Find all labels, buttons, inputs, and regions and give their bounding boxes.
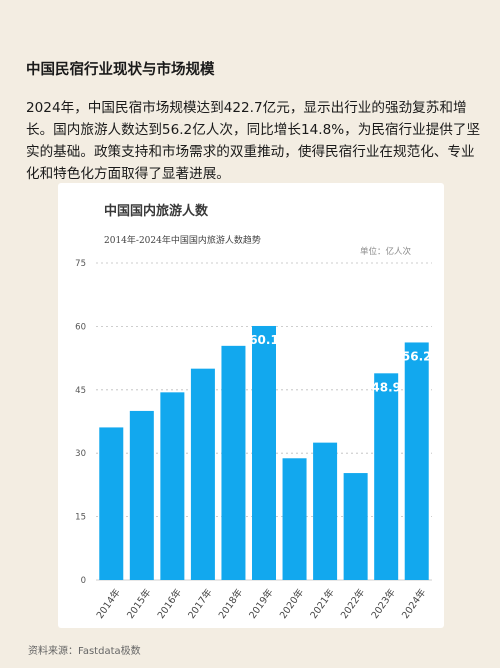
bar (190, 368, 215, 580)
x-tick-label: 2023年 (369, 586, 398, 621)
article-paragraph: 2024年，中国民宿市场规模达到422.7亿元，显示出行业的强劲复苏和增长。国内… (26, 100, 481, 182)
bar-data-label: 56.2 (402, 349, 432, 363)
chart-subtitle: 2014年-2024年中国国内旅游人数趋势 (104, 236, 261, 246)
bar (221, 345, 246, 580)
x-tick-label: 2014年 (94, 586, 123, 621)
bar (374, 373, 399, 580)
x-tick-label: 2015年 (124, 586, 153, 621)
bar (404, 342, 429, 580)
chart-title: 中国国内旅游人数 (104, 204, 209, 219)
y-tick-label: 75 (75, 259, 86, 269)
y-tick-label: 30 (75, 449, 86, 459)
x-tick-label: 2024年 (399, 586, 428, 621)
x-tick-label: 2017年 (185, 586, 214, 621)
bar (99, 427, 124, 580)
x-tick-label: 2021年 (308, 586, 337, 621)
x-tick-label: 2018年 (216, 586, 245, 621)
chart-unit-label: 单位：亿人次 (360, 247, 412, 257)
bar (313, 442, 338, 580)
y-tick-label: 45 (75, 386, 86, 396)
y-tick-label: 15 (75, 513, 86, 523)
x-tick-label: 2016年 (155, 586, 184, 621)
source-note: 资料来源：Fastdata极数 (28, 646, 141, 657)
article-title: 中国民宿行业现状与市场规模 (26, 62, 215, 78)
bar (252, 325, 276, 580)
x-tick-label: 2019年 (247, 586, 276, 621)
bar (343, 473, 368, 580)
x-tick-label: 2022年 (338, 586, 367, 621)
y-tick-label: 60 (75, 322, 86, 332)
y-tick-label: 0 (81, 576, 86, 586)
bar-data-label: 60.1 (249, 333, 279, 347)
bar (129, 410, 154, 580)
x-tick-label: 2020年 (277, 586, 306, 621)
bar (160, 392, 185, 580)
bar (282, 458, 307, 580)
bar-data-label: 48.9 (371, 380, 401, 394)
